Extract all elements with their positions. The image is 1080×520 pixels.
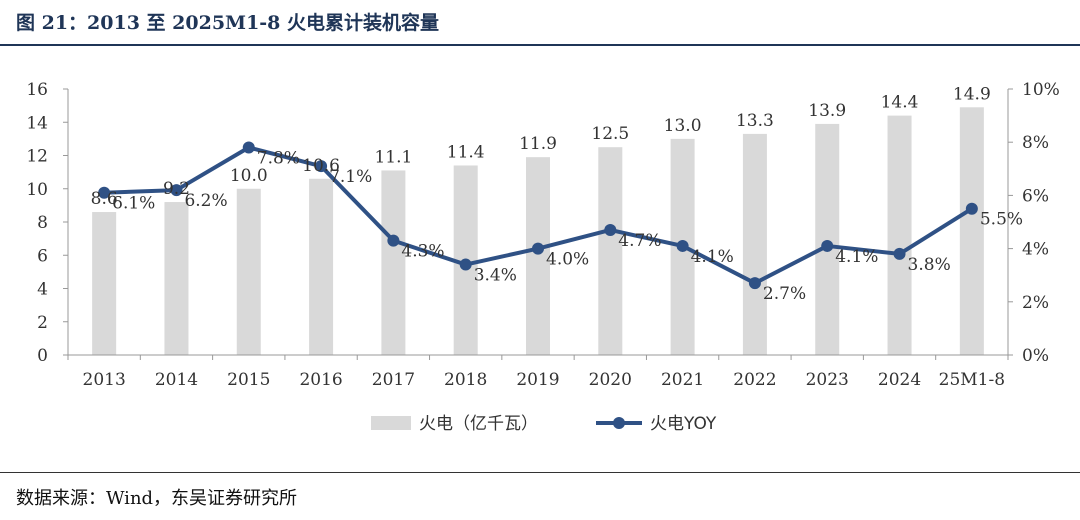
right-tick-label: 0% — [1022, 346, 1049, 366]
left-tick-label: 12 — [26, 147, 48, 167]
yoy-label-2023: 4.1% — [835, 247, 878, 267]
x-tick-label-2024: 2024 — [878, 370, 921, 390]
left-tick-label: 14 — [26, 113, 48, 133]
bar-label-2015: 10.0 — [230, 166, 268, 186]
bar-label-2016: 10.6 — [302, 156, 340, 176]
yoy-label-2013: 6.1% — [112, 194, 155, 214]
yoy-label-2019: 4.0% — [546, 250, 589, 270]
yoy-point-2023 — [821, 239, 834, 252]
bar-2016 — [309, 178, 334, 355]
legend-label-bar: 火电（亿千瓦） — [419, 414, 538, 434]
right-tick-label: 4% — [1022, 240, 1049, 260]
bar-2017 — [381, 170, 406, 355]
bar-label-2024: 14.4 — [881, 93, 919, 113]
bar-2022 — [742, 133, 767, 355]
x-tick-label-2016: 2016 — [299, 370, 342, 390]
yoy-point-2019 — [532, 242, 544, 255]
left-tick-label: 16 — [26, 80, 48, 100]
left-tick-label: 2 — [37, 313, 48, 333]
legend-swatch-marker — [613, 417, 625, 429]
bar-label-2021: 13.0 — [664, 116, 702, 136]
figure-title: 图 21：2013 至 2025M1-8 火电累计装机容量 — [16, 12, 440, 34]
yoy-label-25M1-8: 5.5% — [980, 210, 1023, 230]
x-tick-label-25M1-8: 25M1-8 — [939, 370, 1005, 390]
legend-swatch-bar — [371, 416, 411, 430]
right-tick-label: 2% — [1022, 293, 1049, 313]
yoy-label-2017: 4.3% — [401, 242, 444, 262]
right-tick-label: 6% — [1022, 186, 1049, 206]
yoy-point-2013 — [98, 186, 111, 199]
yoy-point-2017 — [387, 234, 400, 247]
yoy-point-2020 — [604, 223, 617, 236]
yoy-label-2021: 4.1% — [691, 247, 734, 267]
x-tick-label-2018: 2018 — [444, 370, 487, 390]
x-tick-label-2020: 2020 — [589, 370, 632, 390]
bar-label-2018: 11.4 — [447, 142, 485, 162]
bar-2014 — [164, 202, 189, 355]
yoy-label-2014: 6.2% — [184, 191, 227, 211]
bar-label-2013: 8.6 — [91, 189, 118, 209]
title-divider — [0, 44, 1080, 46]
bar-2019 — [526, 157, 550, 355]
yoy-label-2024: 3.8% — [908, 255, 951, 275]
yoy-label-2016: 7.1% — [329, 167, 372, 187]
source-note: 数据来源：Wind，东吴证券研究所 — [16, 488, 298, 509]
bar-label-2017: 11.1 — [374, 147, 412, 167]
x-tick-label-2013: 2013 — [83, 370, 126, 390]
x-tick-label-2014: 2014 — [155, 370, 198, 390]
bar-2013 — [92, 212, 117, 355]
bar-label-2014: 9.2 — [163, 179, 190, 199]
yoy-label-2022: 2.7% — [763, 284, 806, 304]
yoy-label-2020: 4.7% — [618, 231, 661, 251]
bar-2020 — [598, 147, 623, 355]
left-tick-label: 4 — [37, 280, 48, 300]
x-tick-label-2019: 2019 — [516, 370, 559, 390]
bar-label-2022: 13.3 — [736, 111, 774, 131]
x-tick-label-2022: 2022 — [733, 370, 776, 390]
bar-2023 — [815, 123, 840, 355]
x-tick-label-2017: 2017 — [372, 370, 415, 390]
bar-25M1-8 — [959, 107, 984, 355]
yoy-point-2021 — [676, 239, 689, 252]
chart: 0 2 4 6 8 10 12 14 16 0% 2% 4% 6% 8% 10% 2013 2014 2015 20… — [26, 80, 1060, 434]
yoy-label-2015: 7.8% — [257, 149, 300, 169]
legend-label-line: 火电YOY — [650, 414, 717, 434]
x-tick-label-2015: 2015 — [227, 370, 270, 390]
yoy-point-2024 — [893, 247, 906, 260]
yoy-point-2015 — [242, 141, 255, 154]
bar-2015 — [236, 188, 261, 355]
left-tick-label: 6 — [37, 246, 48, 266]
bar-label-2023: 13.9 — [808, 101, 846, 121]
right-tick-label: 8% — [1022, 133, 1049, 153]
left-tick-label: 10 — [26, 180, 48, 200]
left-tick-label: 0 — [37, 346, 48, 366]
yoy-point-2022 — [748, 277, 761, 290]
bar-label-2019: 11.9 — [519, 134, 557, 154]
yoy-point-2018 — [459, 258, 472, 271]
source-divider — [0, 472, 1080, 473]
x-tick-label-2021: 2021 — [661, 370, 704, 390]
left-tick-label: 8 — [37, 213, 48, 233]
yoy-point-2014 — [170, 184, 183, 197]
x-tick-label-2023: 2023 — [806, 370, 849, 390]
yoy-point-2016 — [315, 160, 328, 173]
bar-2024 — [887, 115, 912, 355]
bar-label-25M1-8: 14.9 — [953, 84, 991, 104]
yoy-label-2018: 3.4% — [474, 266, 517, 286]
yoy-point-25M1-8 — [965, 202, 978, 215]
right-tick-label: 10% — [1022, 80, 1060, 100]
bar-label-2020: 12.5 — [591, 124, 629, 144]
